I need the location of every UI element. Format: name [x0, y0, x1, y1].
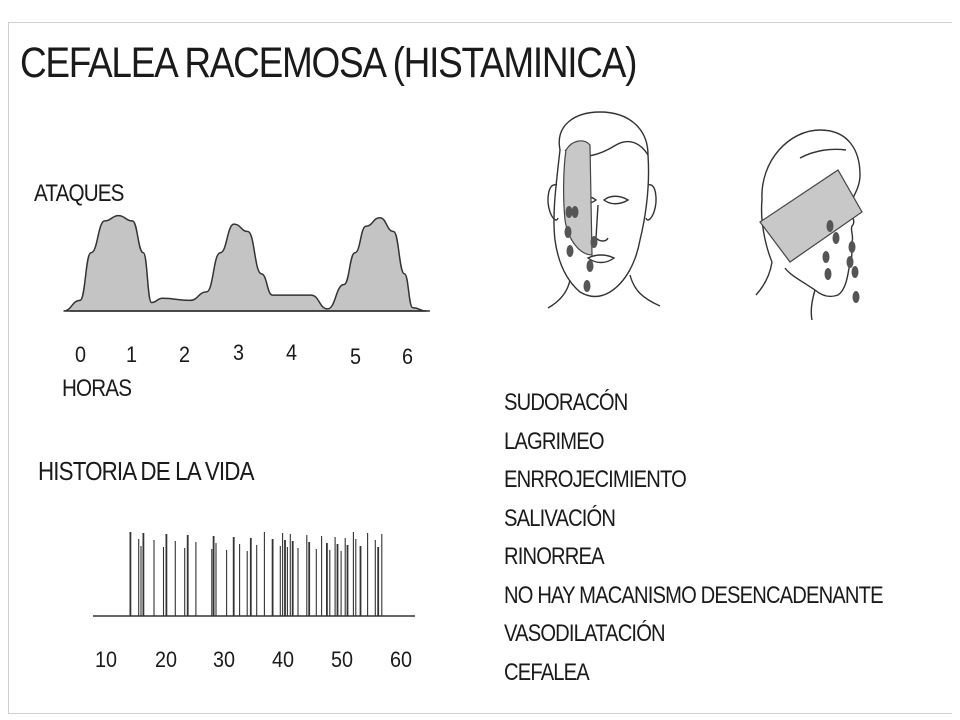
front-face-mouth	[586, 254, 616, 264]
year-tick-30: 30	[213, 647, 236, 672]
hour-tick-0: 0	[75, 342, 87, 367]
symptom-item: NO HAY MACANISMO DESENCADENANTE	[504, 581, 884, 609]
profile-saliva-drop	[846, 256, 854, 268]
front-face-neck-right	[629, 274, 661, 307]
symptom-item: LAGRIMEO	[504, 427, 605, 455]
front-face-outline	[553, 111, 650, 298]
profile-tear-drop	[832, 232, 840, 244]
front-nasal-drop	[590, 236, 598, 248]
profile-nasal-drop	[848, 241, 856, 253]
life-history-episodes	[129, 532, 383, 616]
front-tear-drop	[565, 206, 573, 218]
symptom-item: ENRROJECIMIENTO	[504, 466, 687, 493]
attacks-area	[63, 214, 427, 312]
front-face-eye-right	[602, 195, 630, 205]
profile-back-head	[760, 199, 773, 263]
year-tick-50: 50	[331, 647, 354, 672]
year-tick-20: 20	[155, 647, 178, 672]
front-face-ear-left	[547, 184, 559, 221]
profile-neck-back	[755, 261, 773, 296]
profile-neck-front	[810, 289, 816, 321]
hour-tick-1: 1	[126, 342, 138, 367]
year-tick-40: 40	[272, 647, 295, 672]
front-face-ear-right	[645, 184, 657, 221]
symptom-list: SUDORACÓN LAGRIMEO ENRROJECIMIENTO SALIV…	[504, 384, 955, 692]
front-face-pain-area	[563, 140, 593, 256]
front-sweat-drop	[566, 245, 574, 257]
front-face-neck-left	[547, 279, 571, 309]
symptom-item: CEFALEA	[504, 658, 590, 686]
symptom-item: VASODILATACIÓN	[504, 620, 666, 647]
year-tick-60: 60	[390, 647, 413, 672]
symptom-item: SUDORACÓN	[504, 389, 628, 416]
profile-sweat-drop	[824, 268, 832, 280]
profile-hair	[799, 148, 847, 159]
profile-head-outline	[761, 129, 861, 211]
front-tear-drop	[571, 206, 579, 218]
year-tick-10: 10	[95, 647, 118, 672]
hour-tick-5: 5	[350, 344, 362, 369]
profile-pain-area	[759, 169, 863, 263]
life-history-label: HISTORIA DE LA VIDA	[38, 456, 254, 486]
symptom-item: RINORREA	[504, 543, 605, 570]
profile-saliva-drop	[851, 266, 859, 278]
front-sweat-drop	[564, 226, 572, 238]
front-saliva-drop	[586, 260, 594, 272]
hour-tick-6: 6	[402, 344, 414, 369]
hour-tick-4: 4	[286, 340, 298, 365]
hour-tick-3: 3	[233, 340, 245, 365]
slide-title: CEFALEA RACEMOSA (HISTAMINICA)	[20, 39, 637, 87]
profile-sweat-drop	[822, 251, 830, 263]
profile-tear-drop	[826, 220, 834, 232]
attacks-axis-label: ATAQUES	[34, 180, 124, 207]
profile-saliva-drop	[852, 291, 860, 303]
slide-frame	[8, 22, 952, 714]
hour-tick-2: 2	[179, 342, 191, 367]
profile-jaw	[784, 267, 816, 291]
hours-axis-label: HORAS	[62, 375, 132, 402]
symptom-item: SALIVACIÓN	[504, 504, 616, 532]
front-saliva-drop	[583, 280, 591, 292]
